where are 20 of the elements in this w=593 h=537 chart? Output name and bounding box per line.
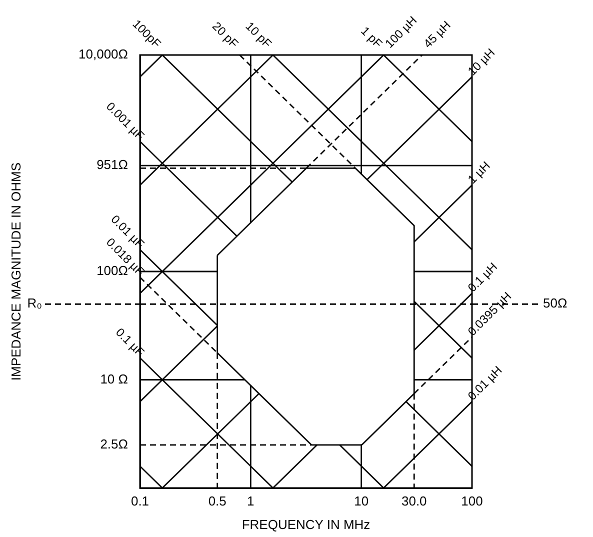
x-tick-label: 100 [461, 493, 483, 508]
y-tick-label: 10,000Ω [78, 46, 128, 62]
text: 10 pF [242, 19, 274, 51]
x-tick-label: 1 [247, 493, 254, 508]
y-tick-label: 100Ω [96, 263, 128, 278]
y-tick-label: 10 Ω [100, 371, 128, 386]
text: 45 µH [420, 18, 454, 51]
y-axis-title: IMPEDANCE MAGNITUDE IN OHMS [8, 162, 24, 381]
x-tick-label: 30.0 [401, 493, 427, 508]
x-axis-title: FREQUENCY IN MHz [242, 516, 370, 532]
text: 10 µH [464, 46, 498, 78]
text: 20 pF [210, 19, 242, 51]
x-tick-label: 0.1 [130, 493, 150, 508]
text: 50Ω [543, 296, 568, 311]
ref-line-label: R₀ [27, 296, 42, 311]
y-tick-label: 2.5Ω [100, 436, 128, 452]
x-tick-label: 0.5 [208, 493, 226, 508]
y-tick-label: 951Ω [96, 157, 128, 172]
x-tick-label: 10 [354, 493, 369, 508]
text: 0.01 µH [464, 363, 505, 404]
